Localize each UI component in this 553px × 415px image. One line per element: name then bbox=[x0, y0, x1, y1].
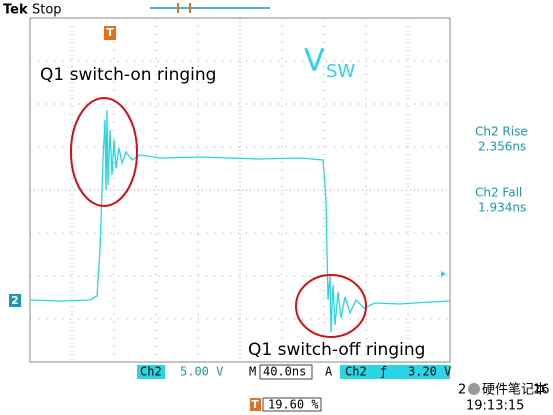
trigger-marker: T bbox=[106, 26, 114, 39]
status-trigger-mode: A bbox=[325, 365, 333, 379]
measurement-label: Ch2 Rise bbox=[475, 125, 528, 139]
status-position: 19.60 % bbox=[268, 398, 319, 412]
highlight-ellipse bbox=[70, 97, 138, 207]
position-marker-box bbox=[250, 398, 261, 411]
waveform bbox=[29, 109, 451, 333]
status-trigger-level: 3.20 V bbox=[408, 365, 451, 379]
channel-marker: 2 bbox=[11, 294, 19, 307]
status-scale: 5.00 V bbox=[180, 365, 223, 379]
measurement-value: 2.356ns bbox=[478, 140, 526, 154]
channel-marker-box bbox=[9, 294, 21, 307]
record-window bbox=[177, 3, 191, 13]
date-end: 16 bbox=[533, 383, 550, 398]
signal-subscript: SW bbox=[326, 61, 355, 82]
annotation: Q1 switch-on ringing bbox=[40, 65, 216, 85]
measurement-value: 1.934ns bbox=[478, 201, 526, 215]
status-time-prefix: M bbox=[249, 365, 256, 379]
status-trigger-slope: ƒ bbox=[380, 365, 387, 379]
level-marker bbox=[441, 271, 446, 277]
status-trigger-channel: Ch2 bbox=[345, 365, 367, 379]
watermark: 硬件笔记本 bbox=[482, 382, 547, 398]
highlight-ellipse bbox=[295, 274, 367, 338]
measurement-label: Ch2 Fall bbox=[475, 186, 522, 200]
status-timebase: 40.0ns bbox=[263, 365, 306, 379]
date-start: 2 bbox=[458, 383, 466, 398]
trigger-marker-box bbox=[104, 26, 116, 40]
status-box bbox=[262, 397, 322, 412]
watermark-icon bbox=[468, 383, 480, 395]
annotation: Q1 switch-off ringing bbox=[248, 340, 425, 360]
run-state: Stop bbox=[32, 3, 62, 18]
status-box bbox=[137, 365, 165, 379]
signal-name: V bbox=[304, 44, 325, 79]
graticule-border bbox=[29, 17, 451, 363]
brand: Tek bbox=[3, 3, 28, 18]
position-marker: T bbox=[251, 398, 259, 411]
status-box bbox=[340, 365, 450, 379]
time: 19:13:15 bbox=[466, 399, 524, 414]
status-channel: Ch2 bbox=[140, 365, 162, 379]
graticule bbox=[30, 18, 450, 362]
status-box bbox=[259, 364, 313, 380]
